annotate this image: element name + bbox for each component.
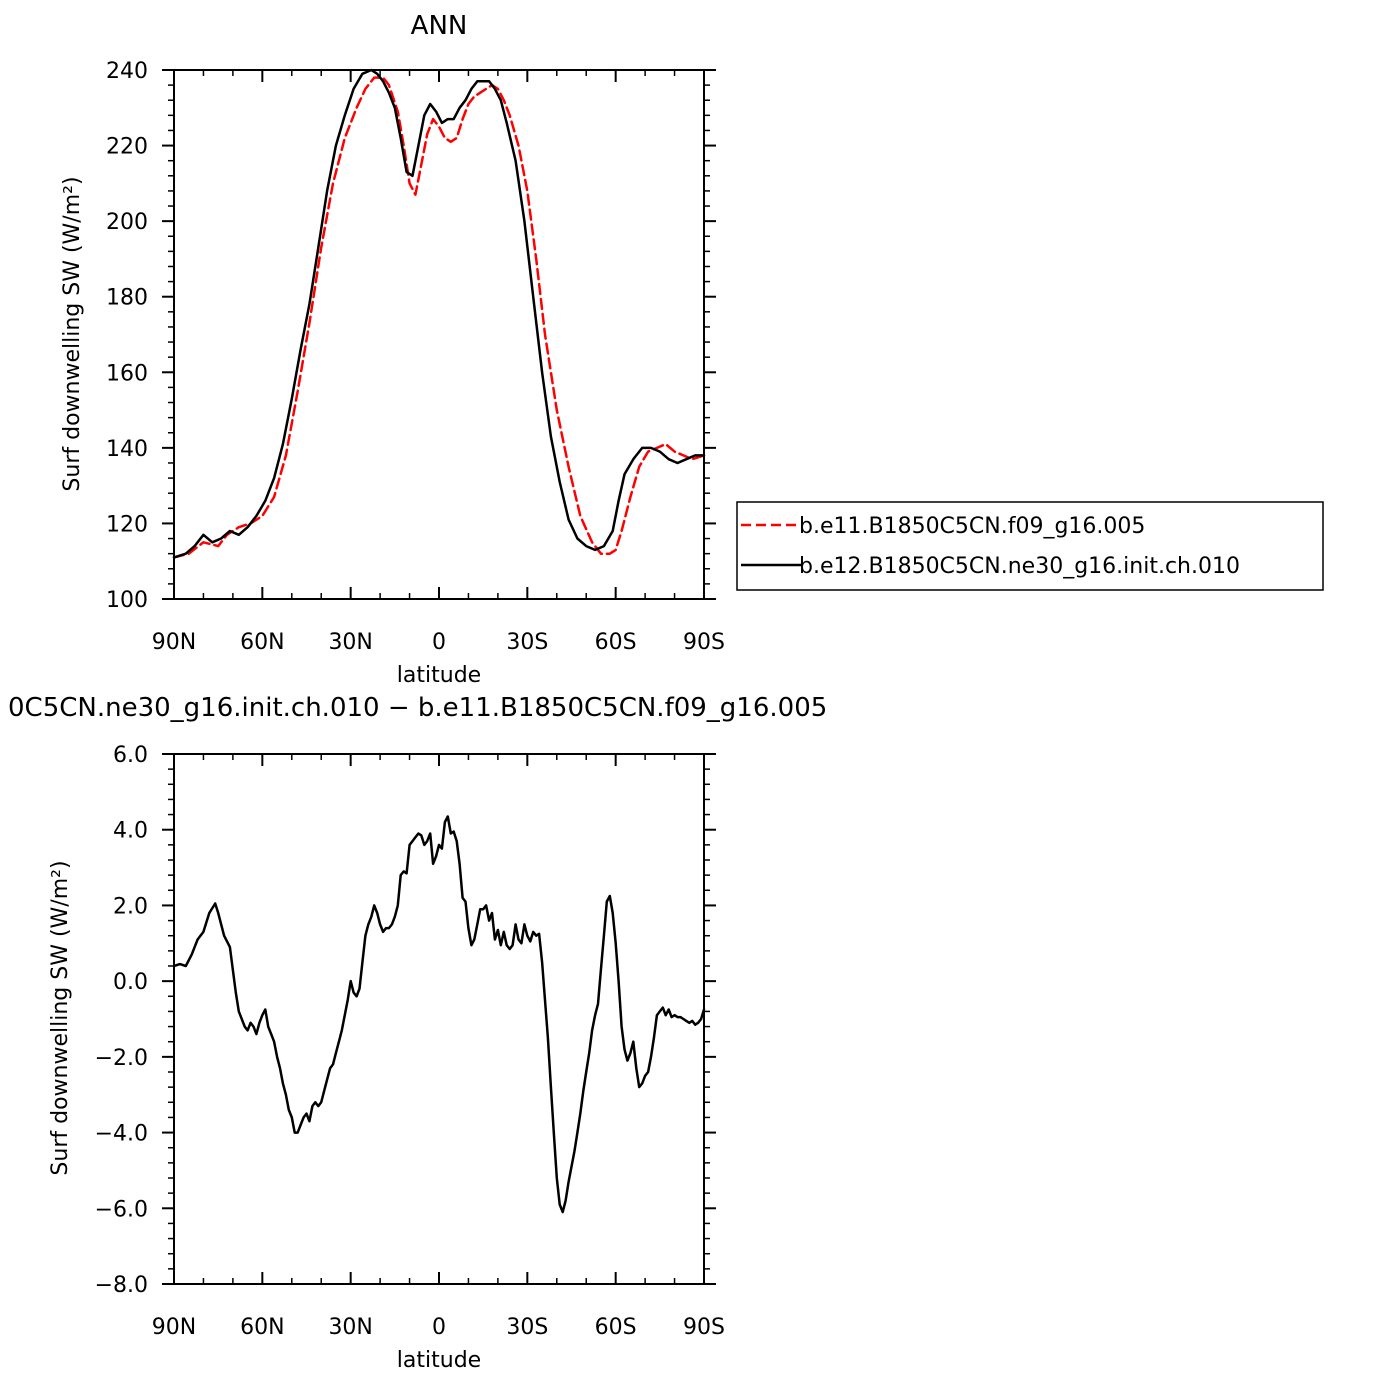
- legend-box: [736, 501, 1324, 591]
- bottom-y-tick-label: −8.0: [95, 1273, 148, 1298]
- top-plot-frame: [173, 69, 705, 600]
- top-x-axis-label: latitude: [397, 663, 481, 688]
- top-x-tick-label: 60S: [595, 630, 637, 655]
- bottom-chart-title: 0C5CN.ne30_g16.init.ch.010 − b.e11.B1850…: [8, 693, 827, 723]
- bottom-y-tick-label: 2.0: [113, 894, 148, 919]
- top-series-line-2: [172, 68, 706, 559]
- top-axes: 90N 60N 30N 0 30S 60S 90S 100 120 140 160 180 200 220…: [106, 59, 725, 655]
- legend-label-series-2: b.e12.B1850C5CN.ne30_g16.init.ch.010: [799, 554, 1240, 579]
- top-y-tick-label: 200: [106, 210, 148, 235]
- bottom-y-tick-label: 4.0: [113, 819, 148, 844]
- bottom-axes: 90N 60N 30N 0 30S 60S 90S −8.0 −6.0 −4.0 −2.0 0.0 2.…: [95, 743, 725, 1340]
- top-series-group: [172, 68, 706, 559]
- legend-label-series-1: b.e11.B1850C5CN.f09_g16.005: [799, 514, 1145, 539]
- top-series-line-1: [172, 76, 706, 559]
- bottom-x-tick-label: 30N: [328, 1315, 372, 1340]
- top-y-tick-label: 240: [106, 59, 148, 84]
- top-y-tick-label: 100: [106, 588, 148, 613]
- bottom-x-axis-label: latitude: [397, 1348, 481, 1373]
- bottom-panel: 0C5CN.ne30_g16.init.ch.010 − b.e11.B1850…: [8, 693, 827, 1373]
- top-y-tick-label: 180: [106, 286, 148, 311]
- bottom-x-tick-label: 60N: [240, 1315, 284, 1340]
- bottom-x-tick-label: 0: [432, 1315, 446, 1340]
- top-panel: ANN 90N 60N 30N 0 30S 60S 90S 100 120 140 160 180 20…: [60, 11, 725, 688]
- bottom-y-axis-label: Surf downwelling SW (W/m²): [48, 860, 73, 1175]
- top-x-tick-label: 30S: [506, 630, 548, 655]
- bottom-x-tick-label: 90N: [152, 1315, 196, 1340]
- top-y-axis-label: Surf downwelling SW (W/m²): [60, 176, 85, 491]
- bottom-plot-frame: [173, 753, 705, 1285]
- bottom-y-tick-label: −6.0: [95, 1197, 148, 1222]
- legend: b.e11.B1850C5CN.f09_g16.005 b.e12.B1850C…: [736, 501, 1324, 591]
- top-y-tick-label: 120: [106, 512, 148, 537]
- top-x-tick-label: 30N: [328, 630, 372, 655]
- bottom-y-tick-label: 6.0: [113, 743, 148, 768]
- top-y-tick-label: 140: [106, 437, 148, 462]
- bottom-y-tick-label: −4.0: [95, 1122, 148, 1147]
- bottom-series-group: [172, 815, 706, 1214]
- bottom-y-tick-label: −2.0: [95, 1046, 148, 1071]
- top-x-tick-label: 90N: [152, 630, 196, 655]
- top-y-tick-label: 160: [106, 361, 148, 386]
- bottom-series-line-1: [172, 815, 706, 1214]
- top-x-tick-label: 0: [432, 630, 446, 655]
- bottom-x-tick-label: 90S: [683, 1315, 725, 1340]
- top-chart-title: ANN: [411, 11, 468, 41]
- top-x-tick-label: 90S: [683, 630, 725, 655]
- bottom-y-tick-label: 0.0: [113, 970, 148, 995]
- bottom-x-tick-label: 60S: [595, 1315, 637, 1340]
- top-x-tick-label: 60N: [240, 630, 284, 655]
- top-y-tick-label: 220: [106, 135, 148, 160]
- bottom-x-tick-label: 30S: [506, 1315, 548, 1340]
